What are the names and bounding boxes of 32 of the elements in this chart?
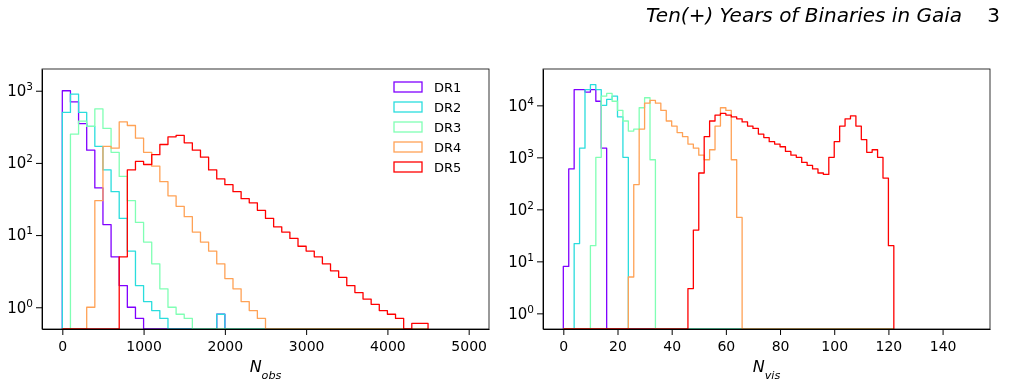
legend-label: DR2 xyxy=(434,100,462,115)
x-tick-label: 4000 xyxy=(370,337,406,354)
y-tick-label: 10$^{0}$ xyxy=(508,302,534,323)
x-axis-title: N$_{vis}$ xyxy=(752,357,781,381)
x-tick-label: 0 xyxy=(58,337,68,354)
x-tick-label: 3000 xyxy=(288,337,325,354)
y-tick-label: 10$^{4}$ xyxy=(508,94,535,115)
x-tick-label: 60 xyxy=(717,337,736,354)
y-tick-label: 10$^{3}$ xyxy=(508,146,534,167)
y-tick-label: 10$^{2}$ xyxy=(7,152,33,173)
y-tick-label: 10$^{0}$ xyxy=(7,296,33,317)
x-tick-label: 20 xyxy=(609,337,627,354)
y-tick-label: 10$^{1}$ xyxy=(508,250,534,271)
x-tick-label: 0 xyxy=(559,337,569,354)
x-tick-label: 100 xyxy=(821,337,849,354)
x-tick-label: 1000 xyxy=(126,337,162,354)
text: 3 xyxy=(987,3,1000,27)
x-tick-label: 120 xyxy=(875,337,903,354)
legend-label: DR4 xyxy=(434,140,462,155)
x-tick-label: 140 xyxy=(929,337,957,354)
y-tick-label: 10$^{1}$ xyxy=(7,224,33,245)
x-tick-label: 40 xyxy=(663,337,682,354)
y-tick-label: 10$^{2}$ xyxy=(508,198,534,219)
legend-label: DR5 xyxy=(434,160,462,175)
x-axis-title: N$_{obs}$ xyxy=(249,357,282,381)
x-tick-label: 80 xyxy=(771,337,790,354)
y-tick-label: 10$^{3}$ xyxy=(7,80,33,101)
text: Ten(+) Years of Binaries in Gaia xyxy=(646,3,962,27)
x-tick-label: 5000 xyxy=(451,337,487,354)
x-tick-label: 2000 xyxy=(207,337,244,354)
legend-label: DR1 xyxy=(434,80,462,95)
legend-label: DR3 xyxy=(434,120,462,135)
